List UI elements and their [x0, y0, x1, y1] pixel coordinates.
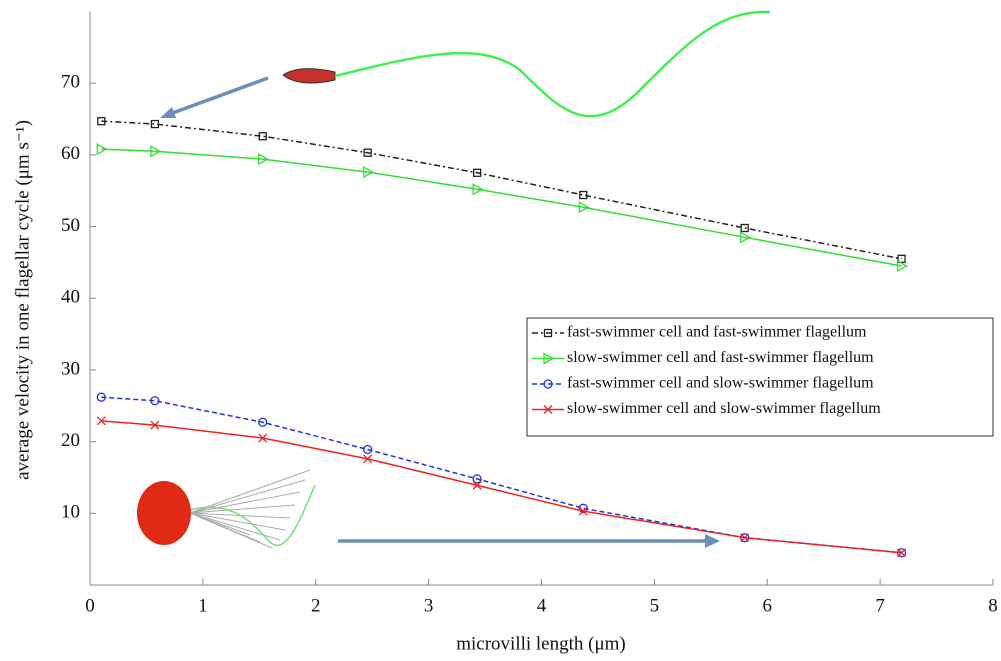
- legend-label: slow-swimmer cell and slow-swimmer flage…: [567, 400, 881, 417]
- y-tick-label: 40: [61, 287, 80, 308]
- x-tick-label: 6: [763, 595, 773, 616]
- marker: [897, 254, 906, 263]
- marker: [363, 165, 375, 179]
- marker: [258, 153, 270, 166]
- marker: [472, 480, 482, 490]
- marker: [473, 168, 482, 177]
- marker: [363, 444, 373, 455]
- y-tick-label: 60: [61, 143, 80, 164]
- x-tick-label: 0: [85, 595, 95, 616]
- marker: [579, 190, 588, 200]
- marker: [150, 145, 162, 158]
- marker: [472, 183, 484, 196]
- marker: [363, 454, 373, 464]
- marker: [97, 117, 106, 126]
- marker: [740, 533, 750, 543]
- marker: [896, 259, 908, 273]
- y-tick-label: 70: [61, 72, 80, 93]
- x-tick-label: 5: [650, 595, 660, 616]
- marker: [578, 503, 588, 513]
- marker: [258, 417, 268, 427]
- legend-marker: [543, 352, 555, 365]
- y-tick-label: 50: [61, 215, 80, 236]
- x-tick-label: 3: [424, 595, 434, 616]
- legend-marker: [543, 328, 553, 338]
- y-tick-label: 30: [61, 358, 80, 379]
- marker: [578, 201, 590, 214]
- marker: [258, 132, 267, 141]
- marker: [96, 143, 108, 156]
- marker: [96, 416, 106, 426]
- marker: [258, 433, 268, 443]
- y-tick-label: 20: [61, 430, 80, 451]
- x-tick-label: 4: [537, 595, 547, 616]
- illustration-top: [160, 10, 771, 118]
- legend-label: fast-swimmer cell and slow-swimmer flage…: [567, 375, 874, 392]
- legend-label: slow-swimmer cell and fast-swimmer flage…: [567, 349, 874, 366]
- marker: [578, 506, 588, 516]
- marker: [363, 148, 372, 157]
- marker: [150, 119, 160, 129]
- series-line: [101, 148, 902, 267]
- marker: [96, 392, 106, 402]
- marker: [740, 223, 749, 233]
- marker: [150, 396, 160, 406]
- x-tick-label: 7: [875, 595, 885, 616]
- marker: [472, 474, 482, 484]
- illustration-bottom: [137, 469, 720, 549]
- x-axis-title: microvilli length (μm): [456, 633, 626, 654]
- marker: [740, 231, 752, 244]
- series-line: [101, 120, 902, 260]
- x-tick-label: 8: [988, 595, 998, 616]
- y-tick-label: 10: [61, 502, 80, 523]
- x-tick-label: 1: [198, 595, 208, 616]
- series-line: [101, 420, 902, 554]
- marker: [897, 548, 907, 558]
- legend-label: fast-swimmer cell and fast-swimmer flage…: [567, 324, 867, 341]
- y-axis-title: average velocity in one flagellar cycle …: [12, 120, 33, 480]
- legend-box: [526, 317, 994, 437]
- legend-marker: [543, 379, 553, 389]
- legend-marker: [543, 405, 553, 414]
- marker: [150, 420, 160, 430]
- x-tick-label: 2: [311, 595, 321, 616]
